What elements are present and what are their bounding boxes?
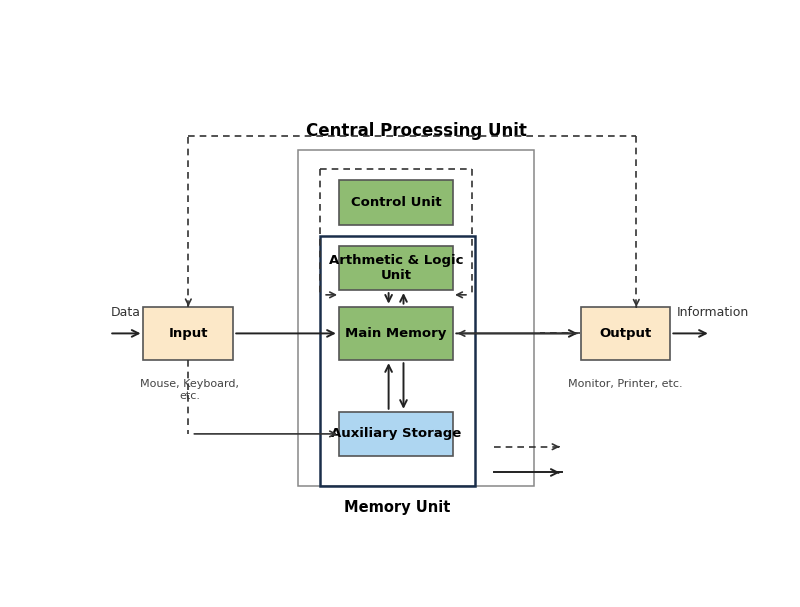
Text: Central Processing Unit: Central Processing Unit [306, 121, 526, 140]
Text: Mouse, Keyboard,
etc.: Mouse, Keyboard, etc. [140, 379, 239, 401]
FancyBboxPatch shape [581, 307, 670, 361]
FancyBboxPatch shape [338, 180, 454, 225]
FancyBboxPatch shape [338, 307, 454, 361]
Text: Information: Information [677, 306, 749, 319]
Text: Monitor, Printer, etc.: Monitor, Printer, etc. [569, 379, 683, 389]
Text: Memory Unit: Memory Unit [345, 500, 450, 515]
Text: Main Memory: Main Memory [346, 327, 446, 340]
Text: Arthmetic & Logic
Unit: Arthmetic & Logic Unit [329, 254, 463, 282]
FancyBboxPatch shape [338, 412, 454, 456]
FancyBboxPatch shape [338, 246, 454, 290]
FancyBboxPatch shape [143, 307, 234, 361]
Text: Data: Data [111, 306, 141, 319]
Text: Input: Input [169, 327, 208, 340]
Text: Auxiliary Storage: Auxiliary Storage [331, 427, 461, 441]
Text: Output: Output [599, 327, 651, 340]
Text: Control Unit: Control Unit [350, 196, 442, 209]
